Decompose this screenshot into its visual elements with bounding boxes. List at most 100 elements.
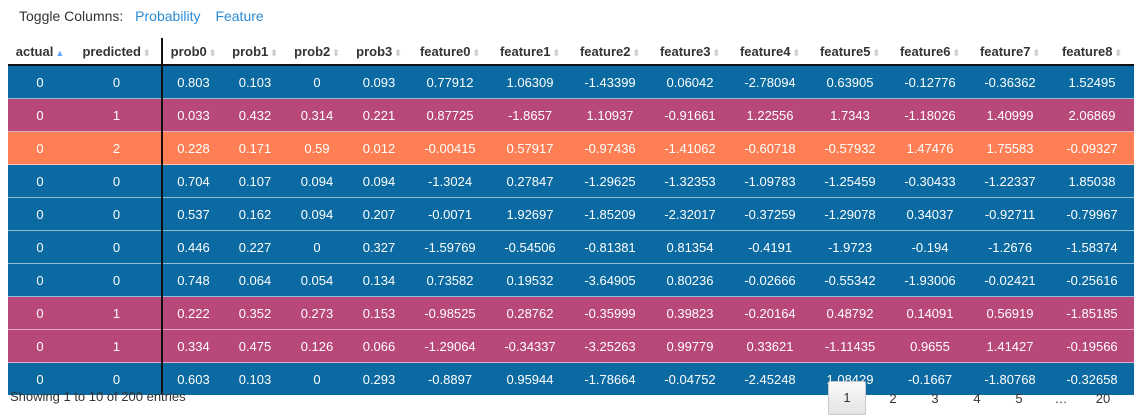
cell-feature4: 0.33621 bbox=[730, 329, 810, 363]
column-header-feature4[interactable]: feature4 ⬍ bbox=[730, 38, 810, 66]
table-row[interactable]: 0 0 0.704 0.107 0.094 0.094 -1.3024 0.27847 -1.2… bbox=[8, 164, 1134, 198]
cell-actual: 0 bbox=[8, 164, 72, 198]
cell-feature3: -0.04752 bbox=[650, 362, 730, 395]
cell-actual: 0 bbox=[8, 64, 72, 99]
table-row[interactable]: 0 0 0.537 0.162 0.094 0.207 -0.0071 1.92697 -1.8… bbox=[8, 197, 1134, 231]
cell-actual: 0 bbox=[8, 98, 72, 132]
column-header-actual[interactable]: actual ▲ bbox=[8, 38, 72, 66]
cell-feature0: -1.3024 bbox=[410, 164, 490, 198]
page-2-button[interactable]: 2 bbox=[889, 390, 897, 406]
cell-feature8: -1.58374 bbox=[1050, 230, 1134, 264]
cell-feature0: -0.0071 bbox=[410, 197, 490, 231]
cell-feature7: 1.41427 bbox=[970, 329, 1050, 363]
page-1-button[interactable]: 1 bbox=[828, 381, 866, 415]
table-row[interactable]: 0 0 0.446 0.227 0 0.327 -1.59769 -0.54506 -0.813… bbox=[8, 230, 1134, 264]
cell-feature2: -0.35999 bbox=[570, 296, 650, 330]
cell-feature5: -0.55342 bbox=[810, 263, 890, 297]
toggle-feature-link[interactable]: Feature bbox=[215, 8, 264, 24]
cell-feature6: 0.34037 bbox=[890, 197, 970, 231]
cell-feature2: -1.78664 bbox=[570, 362, 650, 395]
column-header-feature2[interactable]: feature2 ⬍ bbox=[570, 38, 650, 66]
column-header-feature8[interactable]: feature8 ⬍ bbox=[1050, 38, 1134, 66]
column-header-feature7[interactable]: feature7 ⬍ bbox=[970, 38, 1050, 66]
cell-feature3: -1.32353 bbox=[650, 164, 730, 198]
table-row[interactable]: 0 2 0.228 0.171 0.59 0.012 -0.00415 0.57917 -0.9… bbox=[8, 131, 1134, 165]
table-row[interactable]: 0 0 0.603 0.103 0 0.293 -0.8897 0.95944 -1.78664… bbox=[8, 362, 1134, 395]
cell-feature2: -0.97436 bbox=[570, 131, 650, 165]
table-row[interactable]: 0 0 0.803 0.103 0 0.093 0.77912 1.06309 -1.43399… bbox=[8, 64, 1134, 99]
cell-feature8: -0.19566 bbox=[1050, 329, 1134, 363]
sort-icon: ⬍ bbox=[332, 47, 340, 58]
cell-prob2: 0.054 bbox=[286, 263, 348, 297]
cell-feature3: -2.32017 bbox=[650, 197, 730, 231]
cell-prob1: 0.475 bbox=[224, 329, 286, 363]
sort-icon: ⬍ bbox=[270, 47, 278, 58]
data-table: actual ▲ predicted ⬍ prob0 ⬍ prob1 ⬍ prob2 ⬍ prob3… bbox=[8, 38, 1134, 395]
table-row[interactable]: 0 1 0.222 0.352 0.273 0.153 -0.98525 0.28762 -0.… bbox=[8, 296, 1134, 330]
cell-feature4: -2.45248 bbox=[730, 362, 810, 395]
column-header-prob3[interactable]: prob3 ⬍ bbox=[348, 38, 410, 66]
cell-feature3: 0.99779 bbox=[650, 329, 730, 363]
column-header-label: feature4 bbox=[739, 43, 791, 59]
cell-feature7: -1.2676 bbox=[970, 230, 1050, 264]
cell-feature8: 1.52495 bbox=[1050, 64, 1134, 99]
cell-feature6: -0.194 bbox=[890, 230, 970, 264]
cell-predicted: 0 bbox=[72, 263, 163, 297]
cell-feature1: -0.54506 bbox=[490, 230, 570, 264]
cell-feature5: -0.57932 bbox=[810, 131, 890, 165]
column-header-predicted[interactable]: predicted ⬍ bbox=[72, 38, 163, 66]
cell-prob1: 0.352 bbox=[224, 296, 286, 330]
column-header-label: feature1 bbox=[499, 43, 551, 59]
cell-feature7: -0.02421 bbox=[970, 263, 1050, 297]
cell-prob1: 0.171 bbox=[224, 131, 286, 165]
page-20-button[interactable]: 20 bbox=[1095, 390, 1111, 406]
cell-feature7: -0.92711 bbox=[970, 197, 1050, 231]
cell-prob3: 0.327 bbox=[348, 230, 410, 264]
cell-feature3: -1.41062 bbox=[650, 131, 730, 165]
toggle-probability-link[interactable]: Probability bbox=[135, 8, 201, 24]
cell-feature5: 1.7343 bbox=[810, 98, 890, 132]
column-header-prob2[interactable]: prob2 ⬍ bbox=[286, 38, 348, 66]
page-4-button[interactable]: 4 bbox=[973, 390, 981, 406]
cell-feature1: 0.57917 bbox=[490, 131, 570, 165]
cell-predicted: 2 bbox=[72, 131, 163, 165]
cell-prob2: 0.094 bbox=[286, 164, 348, 198]
page-5-button[interactable]: 5 bbox=[1015, 390, 1023, 406]
sort-icon: ⬍ bbox=[952, 47, 961, 58]
cell-actual: 0 bbox=[8, 263, 72, 297]
cell-feature1: 1.06309 bbox=[490, 64, 570, 99]
cell-prob3: 0.012 bbox=[348, 131, 410, 165]
sort-icon: ⬍ bbox=[1114, 47, 1123, 58]
column-header-feature0[interactable]: feature0 ⬍ bbox=[410, 38, 490, 66]
table-row[interactable]: 0 1 0.334 0.475 0.126 0.066 -1.29064 -0.34337 -3… bbox=[8, 329, 1134, 363]
cell-predicted: 1 bbox=[72, 329, 163, 363]
table-row[interactable]: 0 1 0.033 0.432 0.314 0.221 0.87725 -1.8657 1.10… bbox=[8, 98, 1134, 132]
cell-prob0: 0.033 bbox=[162, 98, 224, 132]
cell-actual: 0 bbox=[8, 362, 72, 395]
column-header-prob1[interactable]: prob1 ⬍ bbox=[224, 38, 286, 66]
cell-feature0: 0.77912 bbox=[410, 64, 490, 99]
cell-feature6: -1.93006 bbox=[890, 263, 970, 297]
cell-feature7: 1.75583 bbox=[970, 131, 1050, 165]
column-header-prob0[interactable]: prob0 ⬍ bbox=[162, 38, 224, 66]
page-3-button[interactable]: 3 bbox=[931, 390, 939, 406]
cell-feature6: 0.14091 bbox=[890, 296, 970, 330]
cell-predicted: 0 bbox=[72, 362, 163, 395]
column-header-label: feature5 bbox=[819, 43, 871, 59]
column-header-feature5[interactable]: feature5 ⬍ bbox=[810, 38, 890, 66]
column-header-feature1[interactable]: feature1 ⬍ bbox=[490, 38, 570, 66]
cell-feature8: 2.06869 bbox=[1050, 98, 1134, 132]
cell-feature6: -1.18026 bbox=[890, 98, 970, 132]
cell-prob1: 0.103 bbox=[224, 64, 286, 99]
cell-feature2: -0.81381 bbox=[570, 230, 650, 264]
cell-feature4: 1.22556 bbox=[730, 98, 810, 132]
sort-icon: ⬍ bbox=[872, 47, 881, 58]
column-header-feature3[interactable]: feature3 ⬍ bbox=[650, 38, 730, 66]
cell-feature7: -1.22337 bbox=[970, 164, 1050, 198]
cell-prob3: 0.207 bbox=[348, 197, 410, 231]
sort-icon: ⬍ bbox=[394, 47, 402, 58]
table-row[interactable]: 0 0 0.748 0.064 0.054 0.134 0.73582 0.19532 -3.6… bbox=[8, 263, 1134, 297]
column-header-feature6[interactable]: feature6 ⬍ bbox=[890, 38, 970, 66]
cell-prob0: 0.603 bbox=[162, 362, 224, 395]
cell-prob1: 0.107 bbox=[224, 164, 286, 198]
